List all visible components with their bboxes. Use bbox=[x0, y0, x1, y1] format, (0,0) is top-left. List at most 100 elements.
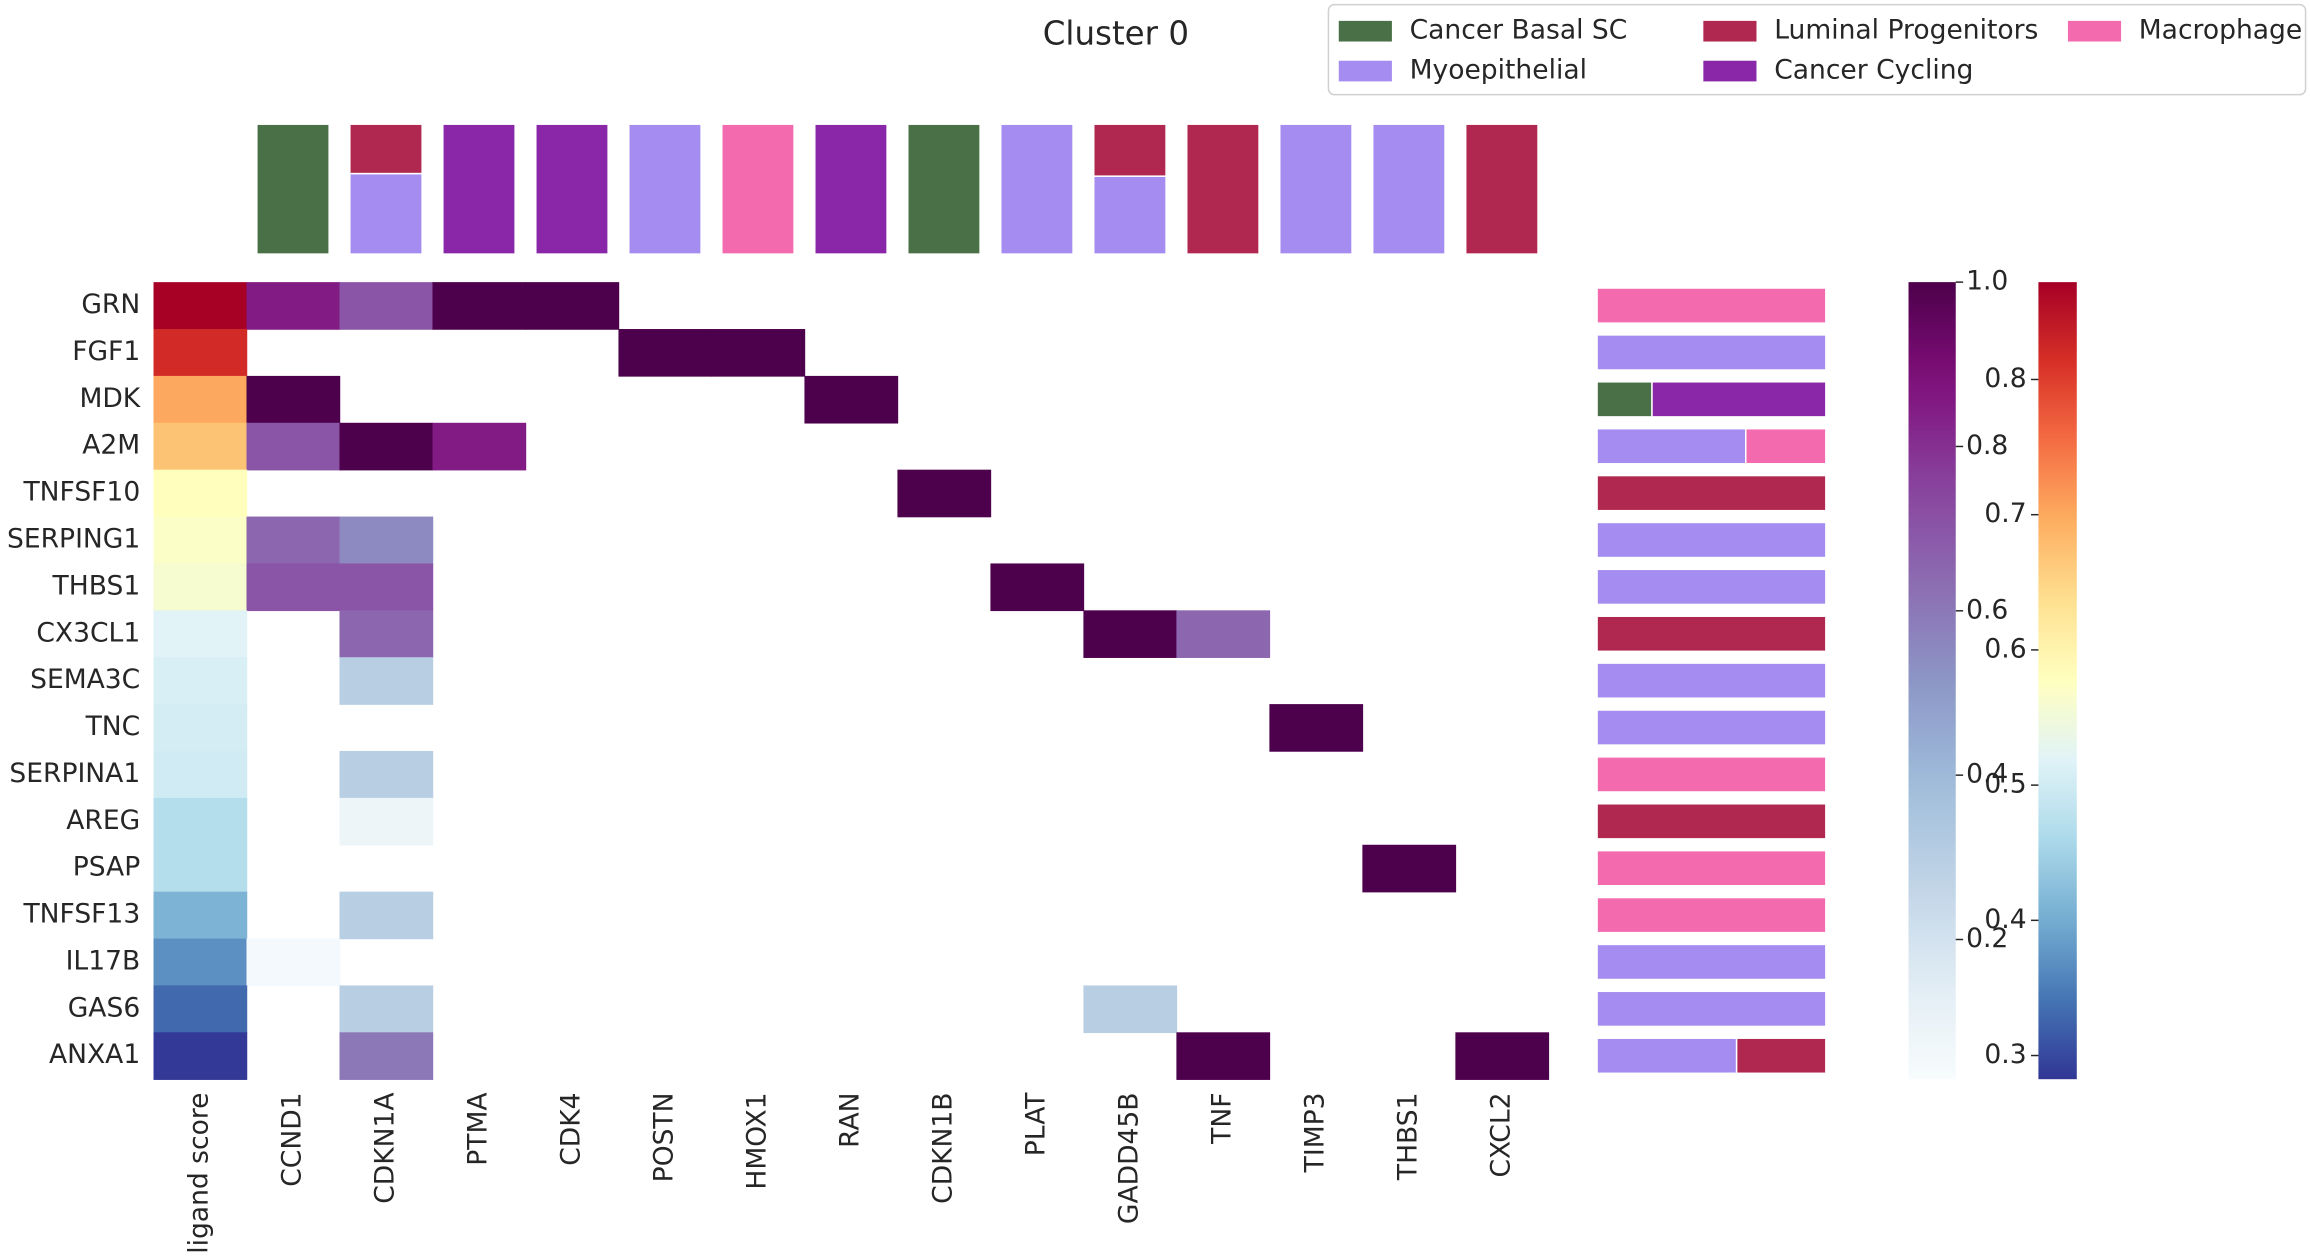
target-celltype-bar bbox=[442, 123, 516, 255]
score-cell bbox=[153, 282, 248, 330]
legend-label: Myoepithelial bbox=[1410, 55, 1587, 86]
legend-swatch bbox=[1703, 60, 1757, 82]
legend-swatch bbox=[2067, 20, 2122, 42]
colorbar-tick-label: 0.7 bbox=[1984, 498, 2026, 529]
ligand-celltype-bar bbox=[1596, 474, 1827, 512]
target-celltype-bar bbox=[1185, 123, 1260, 255]
legend-label: Cancer Cycling bbox=[1774, 55, 1973, 86]
ligand-celltype-bar bbox=[1596, 1037, 1738, 1075]
legend-swatch bbox=[1703, 20, 1757, 42]
legend-label: Luminal Progenitors bbox=[1774, 15, 2038, 46]
heatmap-cell bbox=[432, 422, 527, 471]
heatmap-cell bbox=[1083, 985, 1178, 1034]
score-cell bbox=[153, 1032, 248, 1080]
legend-swatch bbox=[1338, 60, 1392, 82]
score-cell bbox=[153, 329, 248, 377]
colorbar-potential bbox=[1908, 282, 1956, 1080]
colorbar-tick-label: 0.6 bbox=[1984, 633, 2026, 664]
colorbar-tick-label: 0.4 bbox=[1966, 759, 2008, 790]
y-tick-label: AREG bbox=[66, 805, 140, 836]
target-celltype-bar bbox=[256, 123, 330, 255]
score-cell bbox=[153, 750, 248, 799]
y-tick-label: THBS1 bbox=[52, 570, 141, 601]
y-tick-label: TNC bbox=[85, 711, 141, 742]
y-tick-label: GRN bbox=[81, 289, 140, 320]
score-cell bbox=[153, 891, 248, 940]
score-cell bbox=[153, 375, 248, 424]
ligand-celltype-bar bbox=[1596, 896, 1827, 934]
y-tick-label: GAS6 bbox=[68, 992, 140, 1023]
ligand-celltype-bar bbox=[1735, 1037, 1827, 1075]
heatmap-cell bbox=[246, 422, 341, 471]
x-tick-label: TNF bbox=[1206, 1092, 1237, 1144]
legend-label: Macrophage bbox=[2139, 15, 2302, 46]
heatmap-cell bbox=[339, 797, 434, 846]
x-tick-label: CDK4 bbox=[555, 1092, 586, 1165]
x-tick-label: THBS1 bbox=[1392, 1092, 1423, 1181]
heatmap-cell bbox=[339, 282, 434, 330]
colorbar-tick-label: 0.6 bbox=[1966, 594, 2008, 625]
target-celltype-bar bbox=[535, 123, 609, 255]
chart-title: Cluster 0 bbox=[1043, 15, 1189, 53]
score-cell bbox=[153, 563, 248, 612]
score-cell bbox=[153, 516, 248, 565]
colorbar-tick-label: 1.0 bbox=[1966, 266, 2008, 297]
score-cell bbox=[153, 938, 248, 987]
heatmap-cell bbox=[246, 516, 341, 565]
heatmap-cell bbox=[339, 516, 434, 565]
heatmap-cell bbox=[897, 469, 992, 518]
heatmap-cell bbox=[1362, 844, 1457, 893]
heatmap-cell bbox=[804, 375, 899, 424]
score-cell bbox=[153, 797, 248, 846]
colorbar-tick-label: 0.3 bbox=[1984, 1039, 2026, 1070]
score-cell bbox=[153, 844, 248, 893]
ligand-celltype-bar bbox=[1596, 521, 1827, 559]
x-tick-label: GADD45B bbox=[1113, 1092, 1144, 1224]
legend-label: Cancer Basal SC bbox=[1410, 15, 1628, 46]
y-tick-label: A2M bbox=[82, 430, 140, 461]
heatmap-cell bbox=[1083, 610, 1178, 658]
x-tick-label: CXCL2 bbox=[1485, 1092, 1516, 1177]
x-tick-label: TIMP3 bbox=[1299, 1092, 1330, 1173]
target-celltype-bar bbox=[628, 123, 702, 255]
heatmap-cell bbox=[1269, 704, 1364, 752]
x-tick-label: CDKN1A bbox=[369, 1092, 400, 1203]
heatmap-cell bbox=[246, 375, 341, 424]
ligand-celltype-bar bbox=[1596, 756, 1827, 793]
heatmap-cell bbox=[1176, 1032, 1271, 1080]
heatmap-cell bbox=[339, 985, 434, 1034]
x-tick-label: PLAT bbox=[1020, 1092, 1051, 1157]
legend-swatch bbox=[1338, 20, 1392, 42]
heatmap-cell bbox=[711, 329, 806, 377]
score-cell bbox=[153, 610, 248, 658]
y-tick-label: SERPINA1 bbox=[9, 758, 140, 789]
legend-box bbox=[1327, 3, 2307, 96]
heatmap-cell bbox=[339, 891, 434, 940]
heatmap-cell bbox=[246, 563, 341, 612]
x-tick-label: RAN bbox=[834, 1092, 865, 1147]
score-cell bbox=[153, 469, 248, 518]
colorbar-tick-label: 0.4 bbox=[1984, 904, 2026, 935]
ligand-celltype-bar bbox=[1596, 568, 1827, 606]
heatmap-cell bbox=[246, 282, 341, 330]
y-tick-label: TNFSF13 bbox=[22, 899, 140, 930]
target-celltype-bar bbox=[1093, 123, 1167, 177]
target-celltype-bar bbox=[1093, 175, 1167, 255]
x-tick-label: PTMA bbox=[462, 1092, 493, 1165]
heatmap-cell bbox=[246, 938, 341, 987]
ligand-celltype-bar bbox=[1596, 662, 1827, 699]
heatmap-cell bbox=[339, 422, 434, 471]
score-cell bbox=[153, 704, 248, 752]
heatmap-cell bbox=[618, 329, 713, 377]
ligand-celltype-bar bbox=[1596, 427, 1747, 465]
target-celltype-bar bbox=[1278, 123, 1353, 255]
ligand-celltype-bar bbox=[1596, 334, 1827, 371]
x-tick-label: ligand score bbox=[184, 1092, 215, 1253]
y-tick-label: MDK bbox=[79, 383, 140, 414]
x-tick-label: POSTN bbox=[648, 1092, 679, 1182]
heatmap-cell bbox=[339, 563, 434, 612]
heatmap-cell bbox=[432, 282, 527, 330]
ligand-celltype-bar bbox=[1596, 381, 1653, 418]
